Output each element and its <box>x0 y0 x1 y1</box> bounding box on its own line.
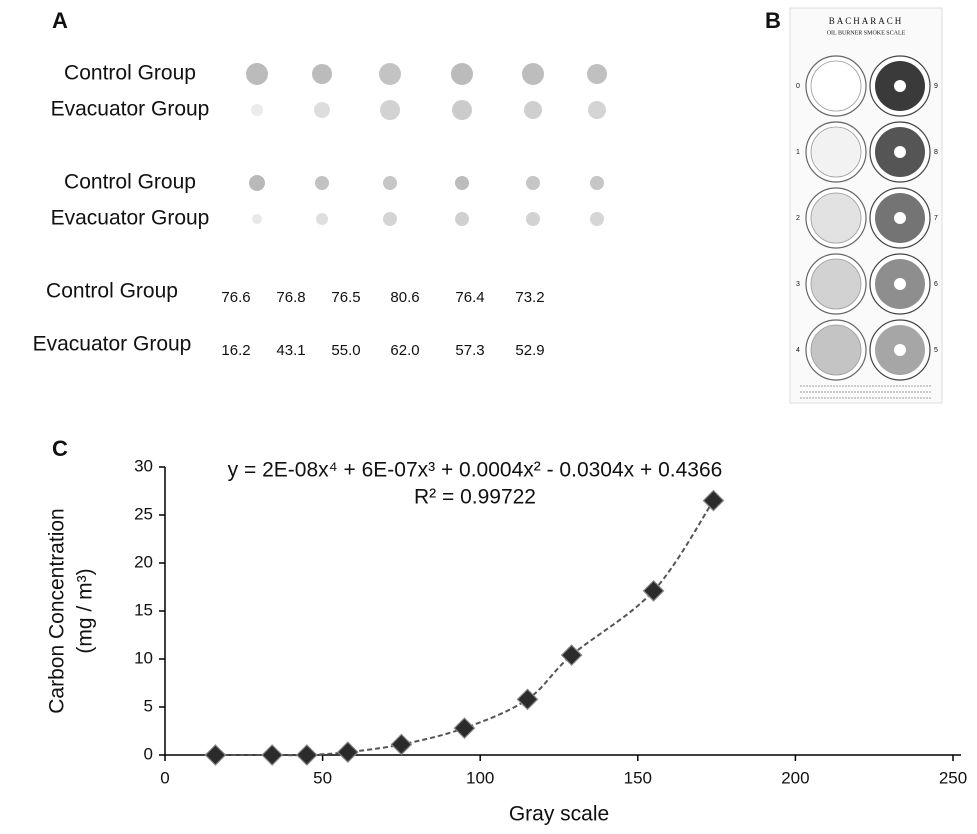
smoke-spot <box>452 100 472 120</box>
x-tick-label: 50 <box>313 768 332 787</box>
smoke-spot <box>312 64 332 84</box>
table-cell: 57.3 <box>455 342 484 359</box>
scale-number: 5 <box>934 347 938 354</box>
x-tick-label: 0 <box>160 768 169 787</box>
smoke-spot <box>451 63 473 85</box>
y-axis-label: (mg / m³) <box>74 568 97 653</box>
smoke-spot <box>526 176 540 190</box>
r-squared: R² = 0.99722 <box>414 486 536 509</box>
scale-spot <box>810 126 862 178</box>
data-point <box>336 741 359 763</box>
smoke-spot <box>590 176 604 190</box>
panel-label: C <box>52 436 68 461</box>
y-axis-label: Carbon Concentration <box>46 508 69 713</box>
scale-number: 2 <box>796 215 800 222</box>
scale-number: 1 <box>796 149 800 156</box>
row-label: Evacuator Group <box>51 207 210 230</box>
row-label: Control Group <box>64 62 196 85</box>
smoke-spot <box>380 100 400 120</box>
table-cell: 80.6 <box>390 289 419 306</box>
table-cell: 76.6 <box>221 289 250 306</box>
scale-hole <box>894 278 906 290</box>
smoke-spot <box>383 176 397 190</box>
table-cell: 43.1 <box>276 342 305 359</box>
scale-number: 8 <box>934 149 938 156</box>
x-tick-label: 200 <box>781 768 809 787</box>
scale-spot <box>810 60 862 112</box>
x-tick-label: 100 <box>466 768 494 787</box>
smoke-spot <box>526 212 540 226</box>
panel-label: B <box>765 8 781 33</box>
panel-label: A <box>52 8 68 33</box>
y-tick-label: 20 <box>134 552 153 571</box>
smoke-spot <box>522 63 544 85</box>
smoke-spot <box>379 63 401 85</box>
table-cell: 55.0 <box>331 342 360 359</box>
smoke-spot <box>588 101 606 119</box>
x-tick-label: 250 <box>939 768 967 787</box>
table-cell: 76.8 <box>276 289 305 306</box>
data-point <box>560 644 583 667</box>
card-title: BACHARACH <box>829 16 904 26</box>
smoke-spot <box>252 214 262 224</box>
smoke-spot <box>455 176 469 190</box>
smoke-spot <box>251 104 263 116</box>
scale-spot <box>810 192 862 244</box>
smoke-spot <box>587 64 607 84</box>
scale-number: 4 <box>796 347 800 354</box>
data-point <box>204 744 227 766</box>
row-label: Evacuator Group <box>33 333 192 356</box>
scale-hole <box>894 212 906 224</box>
scale-hole <box>894 80 906 92</box>
y-tick-label: 15 <box>134 600 153 619</box>
table-cell: 76.5 <box>331 289 360 306</box>
card-subtitle: OIL BURNER SMOKE SCALE <box>827 30 906 36</box>
y-tick-label: 10 <box>134 648 153 667</box>
table-cell: 73.2 <box>515 289 544 306</box>
data-point <box>642 579 665 602</box>
smoke-spot <box>455 212 469 226</box>
smoke-spot <box>249 175 265 191</box>
y-tick-label: 0 <box>144 744 153 763</box>
y-tick-label: 5 <box>144 696 153 715</box>
smoke-spot <box>590 212 604 226</box>
data-point <box>390 733 413 756</box>
smoke-spot <box>246 63 268 85</box>
scale-number: 3 <box>796 281 800 288</box>
table-cell: 16.2 <box>221 342 250 359</box>
trend-equation: y = 2E-08x⁴ + 6E-07x³ + 0.0004x² - 0.030… <box>228 459 723 482</box>
scale-number: 7 <box>934 215 938 222</box>
row-label: Control Group <box>64 171 196 194</box>
scale-hole <box>894 146 906 158</box>
scale-spot <box>810 324 862 376</box>
x-axis-label: Gray scale <box>509 803 609 826</box>
row-label: Evacuator Group <box>51 98 210 121</box>
data-point <box>295 744 318 766</box>
data-point <box>516 688 539 711</box>
trend-line <box>215 500 715 757</box>
data-point <box>453 717 476 739</box>
scale-number: 0 <box>796 83 800 90</box>
smoke-spot <box>383 212 397 226</box>
data-point <box>702 489 725 512</box>
scale-spot <box>810 258 862 310</box>
scale-number: 6 <box>934 281 938 288</box>
scale-number: 9 <box>934 83 938 90</box>
smoke-spot <box>314 102 330 118</box>
smoke-spot <box>315 176 329 190</box>
smoke-spot <box>524 101 542 119</box>
y-tick-label: 25 <box>134 504 153 523</box>
scale-hole <box>894 344 906 356</box>
row-label: Control Group <box>46 280 178 303</box>
table-cell: 76.4 <box>455 289 484 306</box>
y-tick-label: 30 <box>134 456 153 475</box>
table-cell: 62.0 <box>390 342 419 359</box>
data-point <box>261 744 284 766</box>
smoke-spot <box>316 213 328 225</box>
table-cell: 52.9 <box>515 342 544 359</box>
x-tick-label: 150 <box>624 768 652 787</box>
